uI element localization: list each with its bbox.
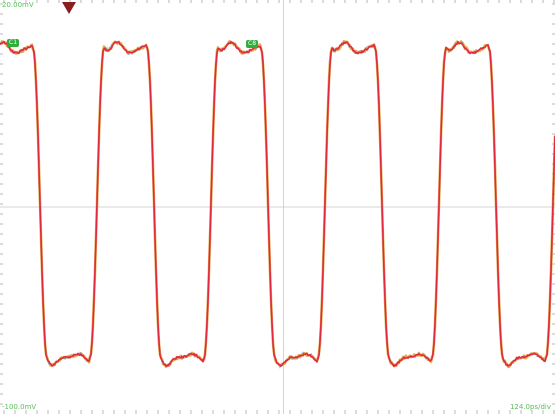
trigger-marker-icon[interactable] xyxy=(62,2,76,14)
trace-primary xyxy=(0,40,555,368)
bottom-left-scale-label: -100.0mV xyxy=(2,403,37,411)
top-left-scale-label: 20.00mV xyxy=(2,1,34,9)
waveform-traces xyxy=(0,39,555,369)
channel-marker[interactable]: C1 xyxy=(7,39,20,47)
trace-tertiary xyxy=(0,39,555,369)
trace-secondary xyxy=(0,39,555,369)
timebase-label: 124.0ps/div xyxy=(509,403,551,411)
cursor-marker[interactable]: C8 xyxy=(246,40,259,48)
